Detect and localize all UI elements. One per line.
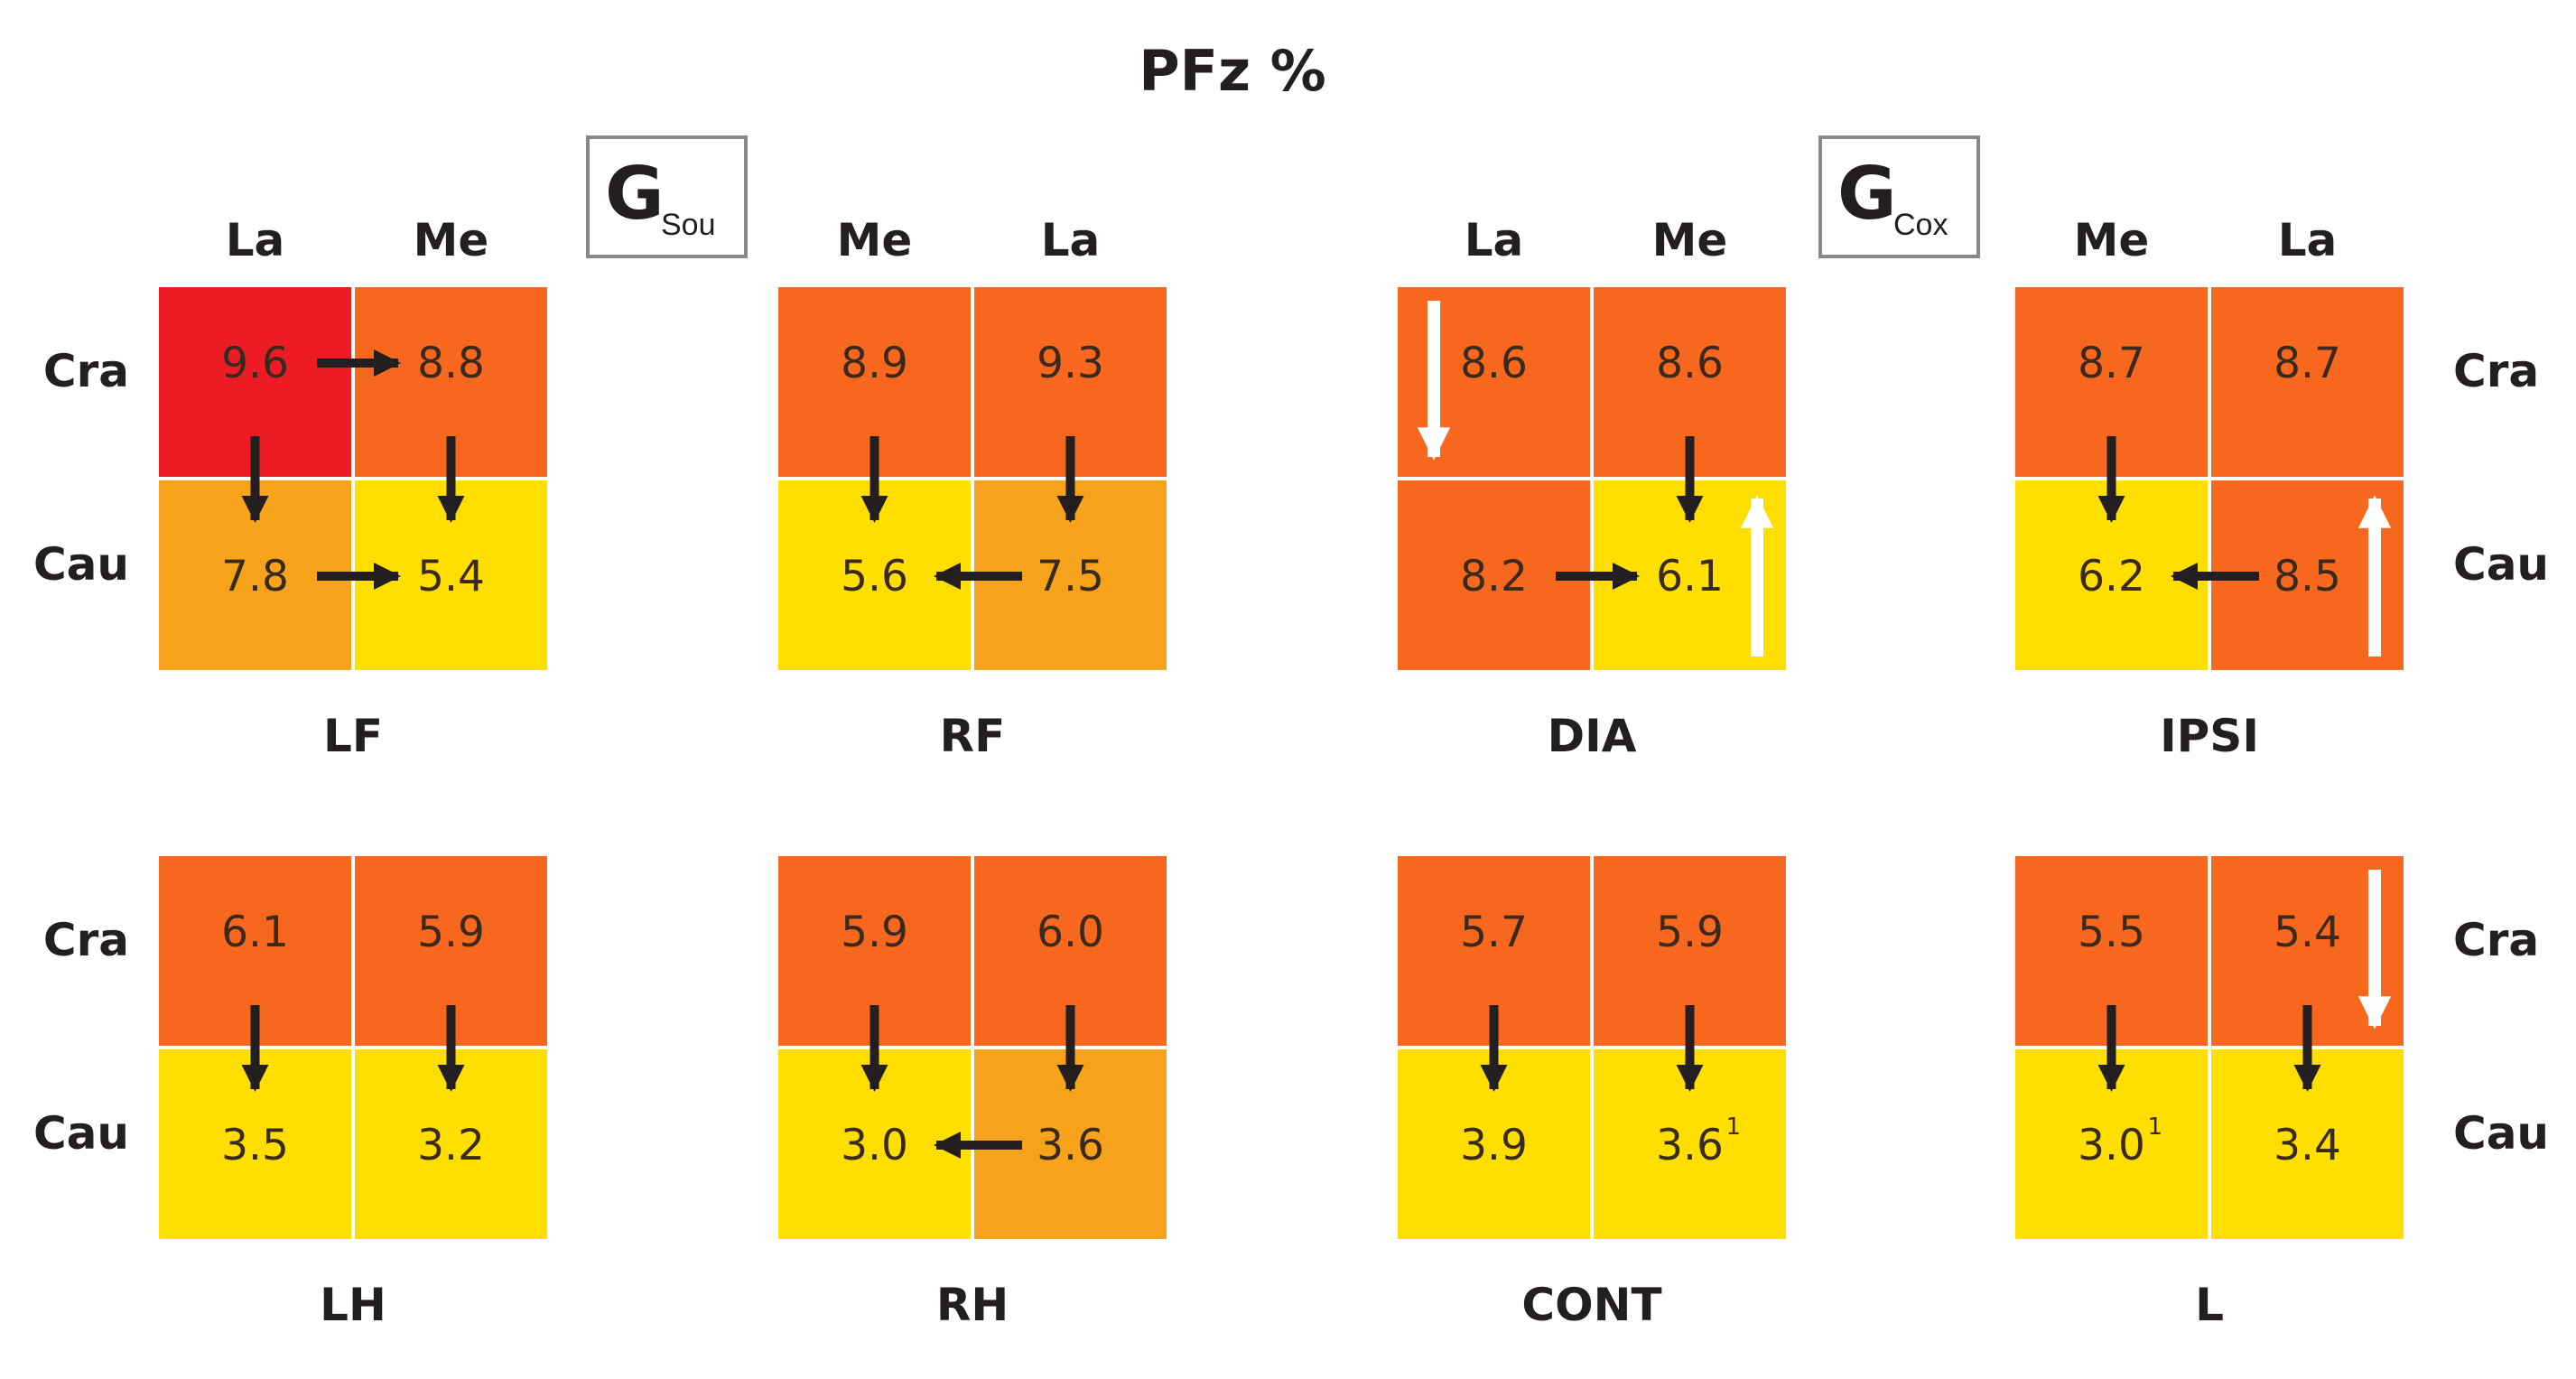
group-label-cox: G Cox [1818, 135, 1980, 258]
footnote-marker: 1 [2148, 1113, 2163, 1141]
cell-value: 5.7 [1460, 908, 1528, 957]
row-label: Cra [2453, 345, 2539, 397]
group-label-sou: G Sou [586, 135, 748, 258]
cell-value: 3.6 [1037, 1121, 1104, 1170]
cell-value: 8.7 [2274, 339, 2341, 388]
column-label: Me [414, 214, 489, 266]
cell-value: 3.0 [841, 1121, 908, 1170]
row-label: Cra [2453, 914, 2539, 966]
cell-value: 5.9 [417, 908, 485, 957]
heat-cell [2211, 287, 2404, 477]
cell-value: 5.6 [841, 552, 908, 601]
diagram-title: PFz % [1139, 38, 1326, 104]
cell-value: 8.7 [2078, 339, 2145, 388]
cell-value: 6.1 [1656, 552, 1724, 601]
cell-value: 3.2 [417, 1121, 485, 1170]
cell-value: 9.3 [1037, 339, 1104, 388]
cell-value: 7.8 [221, 552, 289, 601]
cell-value: 8.8 [417, 339, 485, 388]
panel-rf: 8.9 9.3 5.6 7.5 Me La RF [778, 214, 1167, 762]
row-label: Cau [33, 538, 129, 591]
cell-value: 3.0 [2078, 1121, 2145, 1170]
cell-value: 7.5 [1037, 552, 1104, 601]
panel-ipsi: 8.7 8.7 6.2 8.5 Me La Cra Cau IPSI [2015, 214, 2549, 762]
group-label-main: G [605, 152, 665, 236]
column-label: Me [1652, 214, 1728, 266]
cell-value: 3.9 [1460, 1121, 1528, 1170]
cell-value: 6.0 [1037, 908, 1104, 957]
panel-name: RF [940, 710, 1006, 762]
cell-value: 5.4 [2274, 908, 2341, 957]
row-label: Cra [43, 914, 129, 966]
cell-value: 6.1 [221, 908, 289, 957]
cell-value: 3.4 [2274, 1121, 2341, 1170]
group-label-sub: Cox [1893, 208, 1948, 242]
row-label: Cra [43, 345, 129, 397]
cell-value: 5.4 [417, 552, 485, 601]
cell-value: 8.2 [1460, 552, 1528, 601]
cell-value: 5.5 [2078, 908, 2145, 957]
group-label-sub: Sou [661, 208, 716, 242]
panel-cont: 5.7 5.9 3.9 3.6 1 CONT [1398, 856, 1786, 1331]
row-label: Cau [2453, 1107, 2549, 1160]
row-label: Cau [33, 1107, 129, 1160]
cell-value: 5.9 [841, 908, 908, 957]
cell-value: 8.9 [841, 339, 908, 388]
group-label-box [586, 135, 748, 258]
column-label: La [1041, 214, 1101, 266]
footnote-marker: 1 [1726, 1113, 1742, 1141]
panel-name: CONT [1521, 1279, 1661, 1331]
panel-lh: 6.1 5.9 3.5 3.2 Cra Cau LH [33, 856, 547, 1331]
panel-l: 5.5 5.4 3.0 1 3.4 Cra Cau L [2015, 856, 2549, 1331]
panel-name: LF [323, 710, 383, 762]
cell-value: 8.6 [1656, 339, 1724, 388]
column-label: La [226, 214, 285, 266]
row-label: Cau [2453, 538, 2549, 591]
cell-value: 8.6 [1460, 339, 1528, 388]
panel-name: LH [320, 1279, 386, 1331]
cell-value: 5.9 [1656, 908, 1724, 957]
column-label: Me [2074, 214, 2150, 266]
cell-value: 8.5 [2274, 552, 2341, 601]
panel-lf: 9.6 8.8 7.8 5.4 La Me Cra Cau LF [33, 214, 547, 762]
column-label: Me [837, 214, 913, 266]
group-label-box [1818, 135, 1980, 258]
group-label-main: G [1837, 152, 1897, 236]
column-label: La [2278, 214, 2338, 266]
panel-name: DIA [1548, 710, 1637, 762]
cell-value: 3.5 [221, 1121, 289, 1170]
panel-name: RH [936, 1279, 1009, 1331]
cell-value: 3.6 [1656, 1121, 1724, 1170]
panel-name: IPSI [2160, 710, 2259, 762]
panel-name: L [2195, 1279, 2224, 1331]
cell-value: 9.6 [221, 339, 289, 388]
column-label: La [1465, 214, 1524, 266]
panel-rh: 5.9 6.0 3.0 3.6 RH [778, 856, 1167, 1331]
panel-dia: 8.6 8.6 8.2 6.1 La Me DIA [1398, 214, 1786, 762]
cell-value: 6.2 [2078, 552, 2145, 601]
